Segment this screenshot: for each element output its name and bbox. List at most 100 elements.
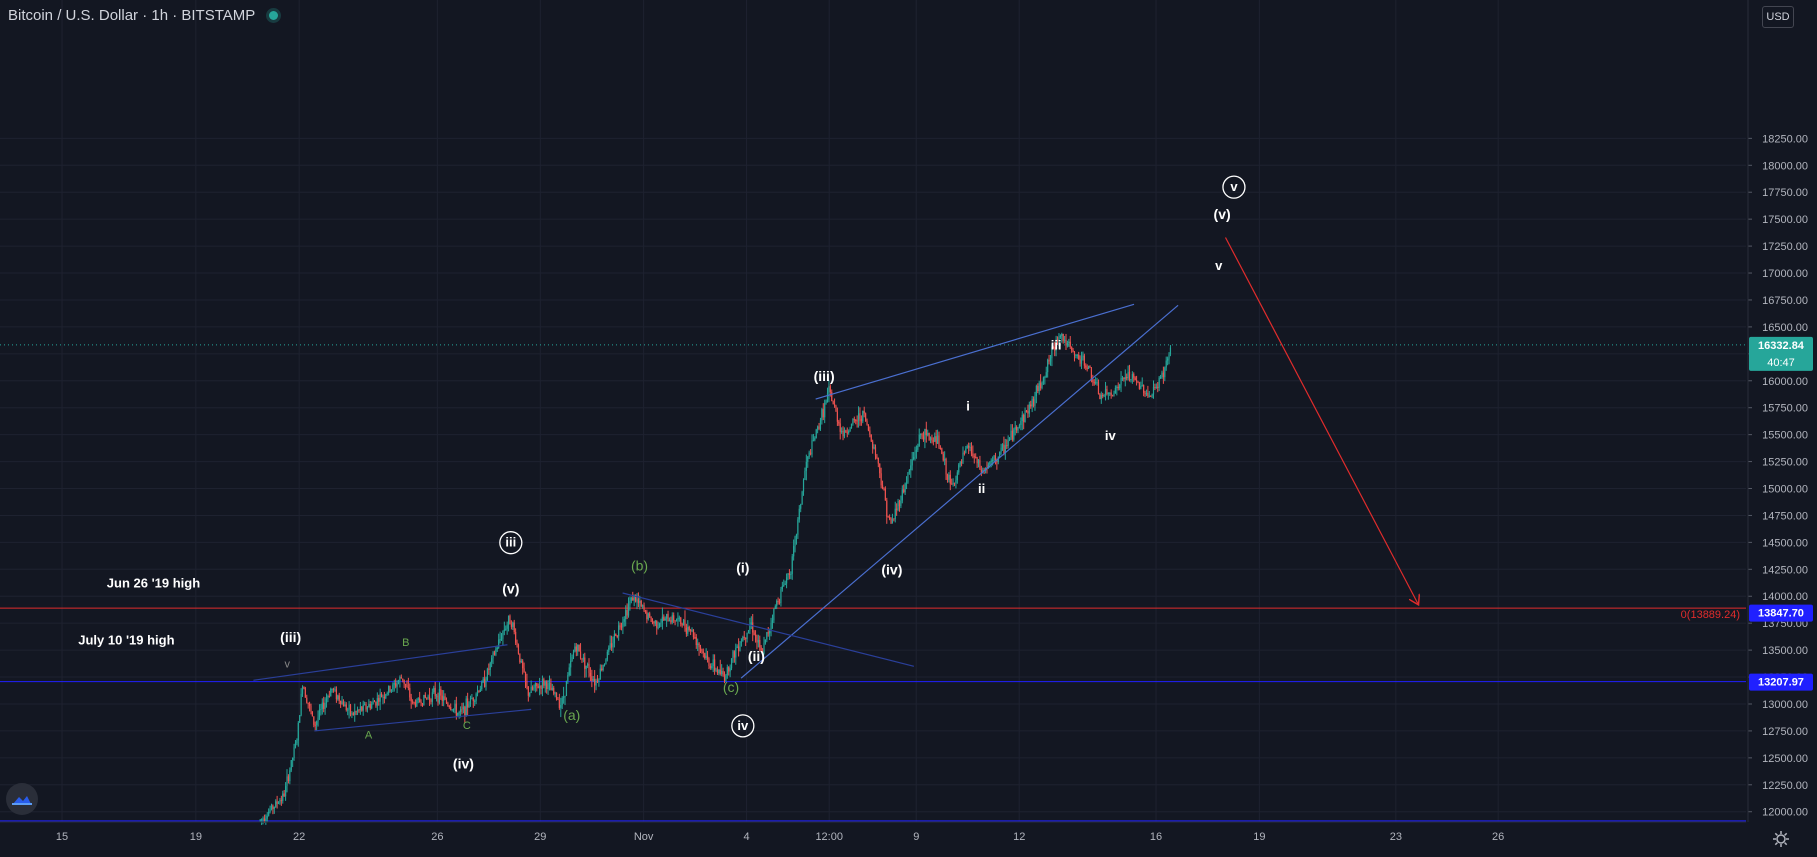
candle-body [560, 705, 562, 708]
candle-body [428, 696, 431, 700]
candle-body [795, 534, 798, 537]
candle-body [325, 699, 328, 703]
candle-body [327, 696, 329, 700]
y-tick-label: 14750.00 [1762, 510, 1808, 522]
candle-body [735, 648, 737, 658]
candle-body [915, 449, 918, 453]
candle-body [1127, 371, 1129, 379]
candle-body [927, 432, 929, 436]
candle-body [407, 687, 409, 689]
time-axis[interactable]: 15 19 22 26 29 Nov 4 12:00 9 12 16 19 23 26 [0, 821, 1746, 843]
candle-body [551, 687, 553, 691]
candle-body [1138, 382, 1140, 389]
candle-body [462, 706, 465, 710]
projection-arrow [1224, 237, 1418, 604]
candle-body [797, 519, 799, 535]
candle-body [448, 705, 450, 708]
candle-body [702, 651, 704, 654]
candle-body [469, 698, 472, 705]
candle-body [781, 586, 783, 590]
candle-body [1147, 393, 1149, 396]
currency-button[interactable]: USD [1762, 6, 1794, 28]
candle-body [276, 801, 278, 804]
candle-body [450, 707, 452, 710]
level-13207-tag-text: 13207.97 [1758, 677, 1804, 689]
candle-body [821, 409, 823, 421]
candle-body [366, 707, 369, 710]
candle-body [843, 430, 846, 437]
y-tick-label: 12000.00 [1762, 807, 1808, 819]
candle-body [818, 426, 820, 429]
candle-body [807, 456, 809, 462]
candle-body [633, 594, 635, 601]
gear-icon[interactable] [1772, 830, 1790, 848]
candle-body [897, 501, 899, 510]
candle-body [946, 474, 949, 480]
candle-body [548, 682, 551, 684]
wave-label: B [402, 637, 409, 649]
candle-body [1020, 421, 1022, 426]
tradingview-cloud-icon[interactable] [6, 783, 38, 815]
candle-body [699, 647, 702, 650]
candle-body [653, 622, 655, 624]
candle-body [520, 660, 522, 663]
candle-body [1080, 357, 1083, 364]
candle-body [464, 706, 466, 717]
candle-body [609, 643, 611, 648]
candle-body [612, 643, 614, 648]
candle-body [790, 573, 792, 575]
candle-body [266, 815, 268, 819]
symbol-legend[interactable]: Bitcoin / U.S. Dollar · 1h · BITSTAMP [8, 7, 279, 24]
candle-body [770, 622, 772, 630]
candle-body [749, 625, 751, 631]
candle-body [522, 660, 524, 669]
candle-body [275, 801, 277, 807]
candle-body [437, 695, 439, 703]
candle-body [802, 480, 805, 492]
candle-body [922, 436, 925, 440]
candle-body [853, 419, 855, 421]
candle-body [488, 668, 490, 670]
upper-wedge-line [815, 303, 1135, 400]
candle-body [606, 651, 608, 660]
candle-body [1041, 382, 1043, 388]
candle-body [492, 652, 494, 659]
candle-body [706, 655, 709, 659]
candle-body [999, 451, 1001, 457]
candle-body [836, 411, 838, 422]
candle-body [594, 678, 596, 686]
candle-body [925, 429, 927, 436]
candle-body [917, 446, 919, 450]
candle-body [828, 386, 830, 394]
candle-body [599, 668, 601, 680]
candle-body [1145, 393, 1148, 395]
candle-body [649, 613, 651, 617]
candle-body [714, 659, 716, 671]
candle-body [874, 447, 877, 456]
candle-body [474, 700, 476, 702]
candle-body [321, 702, 323, 709]
candle-body [934, 436, 936, 442]
candle-body [1103, 395, 1105, 397]
candle-body [1155, 386, 1157, 388]
candle-body [756, 635, 758, 643]
candle-body [389, 686, 391, 692]
candle-body [949, 474, 951, 484]
candle-body [1159, 377, 1162, 379]
candle-body [960, 461, 963, 463]
candle-body [817, 426, 819, 430]
candle-body [1111, 395, 1114, 397]
candle-body [1099, 393, 1101, 400]
candle-body [259, 819, 261, 821]
candle-body [736, 646, 738, 649]
candle-body [1014, 426, 1016, 430]
candle-body [752, 622, 754, 633]
candle-body [743, 636, 745, 638]
candle-body [452, 708, 455, 710]
candle-body [849, 428, 851, 432]
candle-body [584, 657, 586, 669]
candle-body [747, 630, 750, 633]
candle-body [938, 435, 940, 448]
candle-body [1164, 367, 1166, 378]
